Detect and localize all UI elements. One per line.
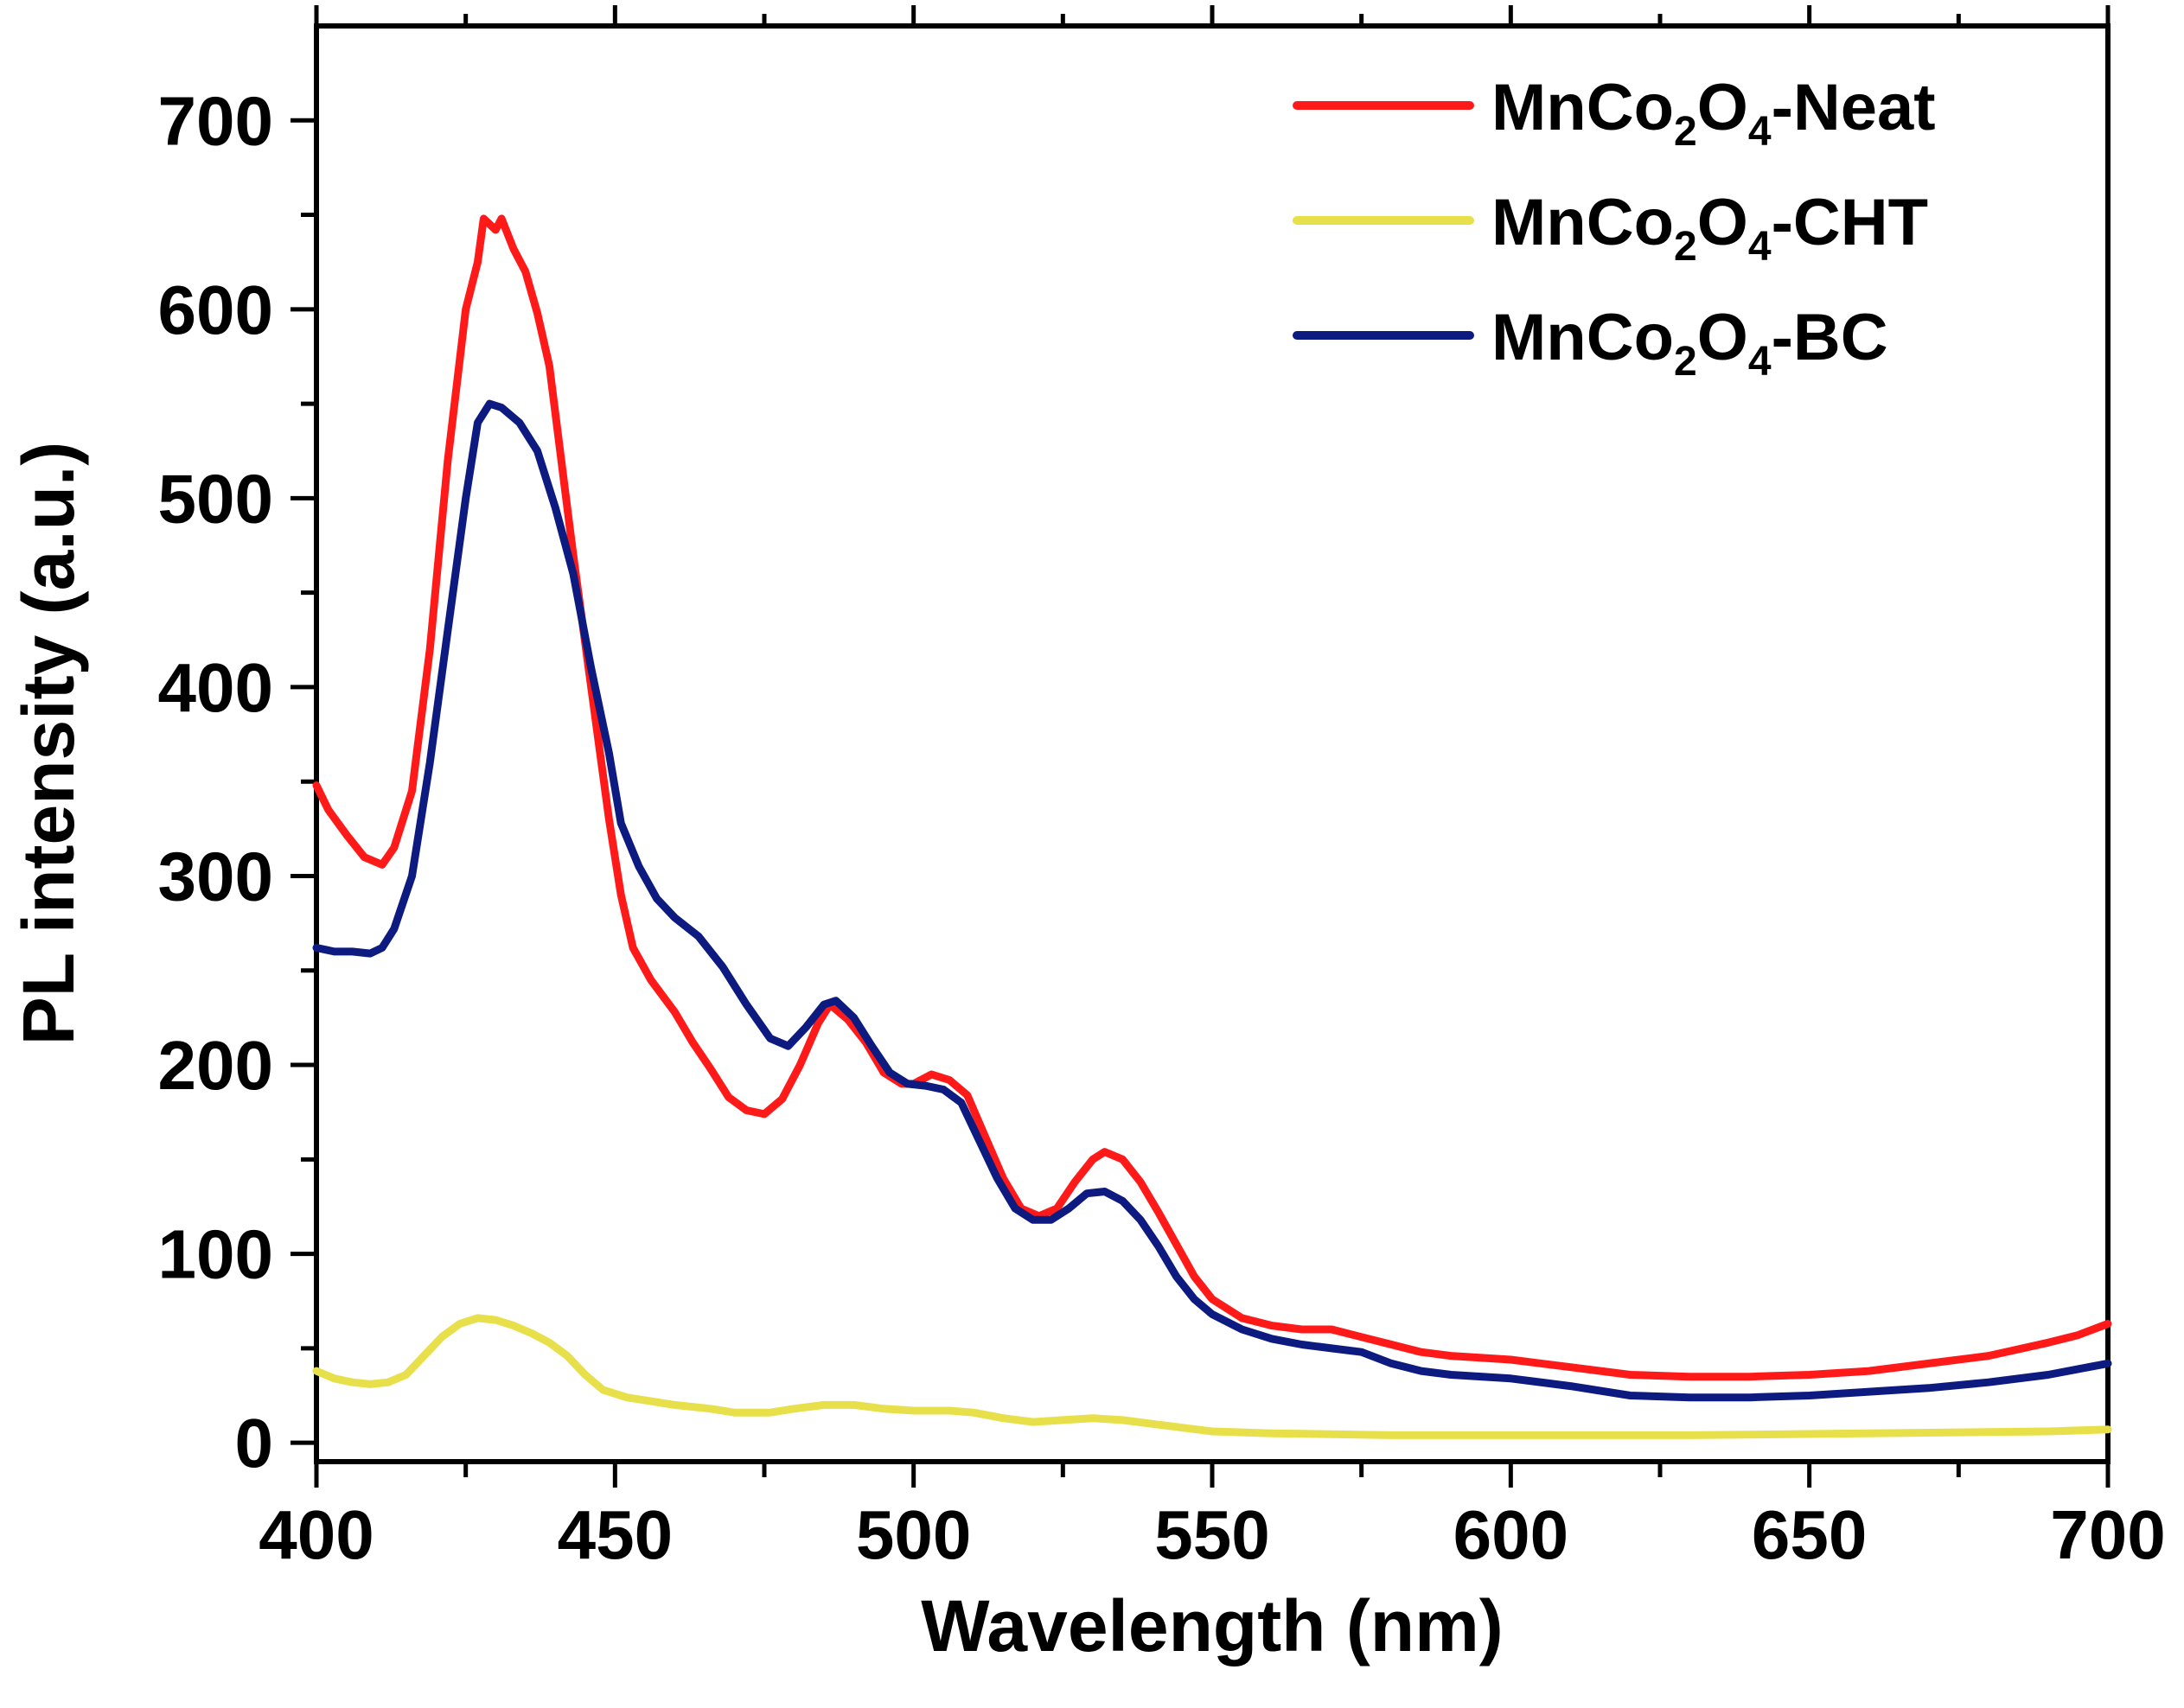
y-tick-label: 0	[235, 1405, 274, 1482]
tick-labels: 400 450 500 550 600 650 700 0 100 200 300 400 500 600…	[158, 82, 2166, 1573]
x-tick-label: 550	[1154, 1496, 1269, 1573]
legend-label: MnCo2O4-Neat	[1491, 71, 1936, 155]
x-tick-label: 400	[259, 1496, 374, 1573]
legend: MnCo2O4-Neat MnCo2O4-CHT MnCo2O4-BC	[1293, 71, 1936, 385]
x-tick-label: 700	[2050, 1496, 2165, 1573]
x-axis-title: Wavelength (nm)	[921, 1585, 1504, 1667]
series-line	[312, 1314, 2112, 1439]
y-tick-label: 300	[158, 838, 273, 915]
y-tick-label: 700	[158, 82, 273, 159]
series-lines	[312, 214, 2112, 1439]
tick-marks	[291, 5, 2111, 1488]
y-tick-label: 600	[158, 271, 273, 348]
y-tick-label: 500	[158, 460, 273, 537]
series-line	[312, 214, 2112, 1381]
legend-label: MnCo2O4-BC	[1491, 301, 1888, 385]
y-tick-label: 200	[158, 1027, 273, 1104]
legend-label: MnCo2O4-CHT	[1491, 186, 1928, 270]
y-tick-label: 400	[158, 649, 273, 726]
x-tick-label: 500	[856, 1496, 971, 1573]
y-axis-title: PL intensity (a.u.)	[8, 442, 89, 1046]
series-line	[312, 399, 2112, 1402]
x-tick-label: 650	[1752, 1496, 1867, 1573]
y-tick-label: 100	[158, 1216, 273, 1293]
x-tick-label: 450	[558, 1496, 673, 1573]
x-tick-label: 600	[1453, 1496, 1568, 1573]
